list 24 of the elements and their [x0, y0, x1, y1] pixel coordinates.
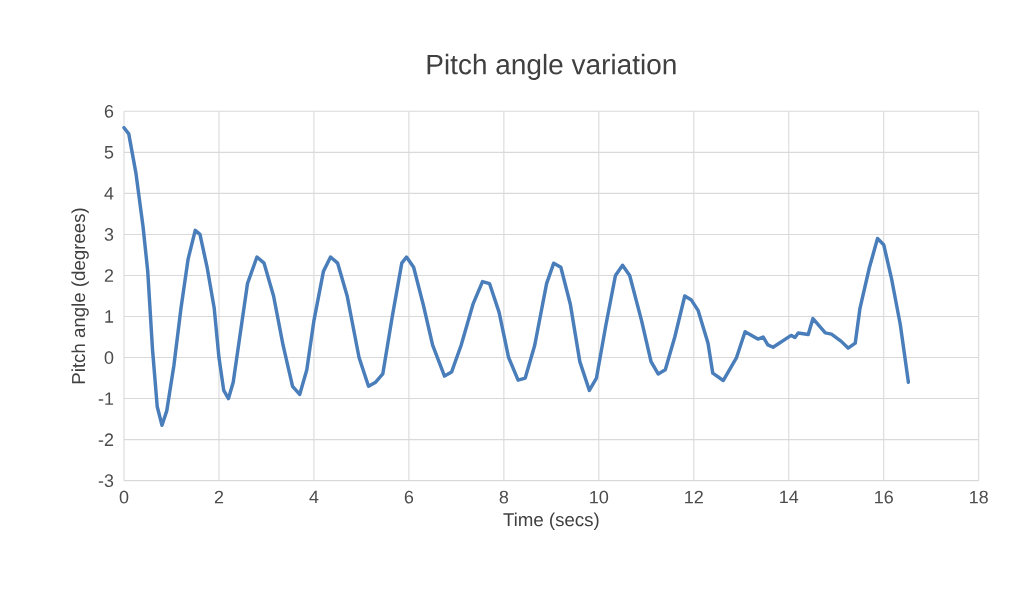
- chart-title: Pitch angle variation: [427, 53, 676, 80]
- y-tick-label: -2: [98, 433, 114, 446]
- x-tick-label: 4: [309, 490, 319, 504]
- x-axis-title: Time (secs): [503, 512, 599, 530]
- y-tick-label: 5: [104, 146, 114, 159]
- x-tick-label: 12: [685, 490, 703, 504]
- line-series: [122, 126, 911, 427]
- y-tick-label: 2: [104, 269, 114, 282]
- y-tick-label: 1: [105, 310, 114, 323]
- x-tick-label: 10: [590, 490, 609, 504]
- y-tick-label: 6: [104, 104, 114, 118]
- x-tick-label: 2: [214, 490, 224, 504]
- x-tick-label: 0: [119, 490, 129, 504]
- y-tick-label: 3: [104, 228, 114, 241]
- x-tick-label: 14: [780, 490, 799, 504]
- y-tick-label: -3: [98, 474, 114, 488]
- y-axis-title: Pitch angle (degrees): [71, 208, 89, 384]
- x-tick-label: 6: [404, 490, 414, 504]
- y-tick-label: 4: [104, 187, 114, 200]
- x-tick-label: 16: [875, 490, 893, 504]
- x-tick-label: 18: [970, 490, 988, 504]
- y-tick-label: -1: [98, 392, 114, 405]
- x-tick-label: 8: [499, 490, 509, 504]
- y-tick-label: 0: [104, 351, 114, 364]
